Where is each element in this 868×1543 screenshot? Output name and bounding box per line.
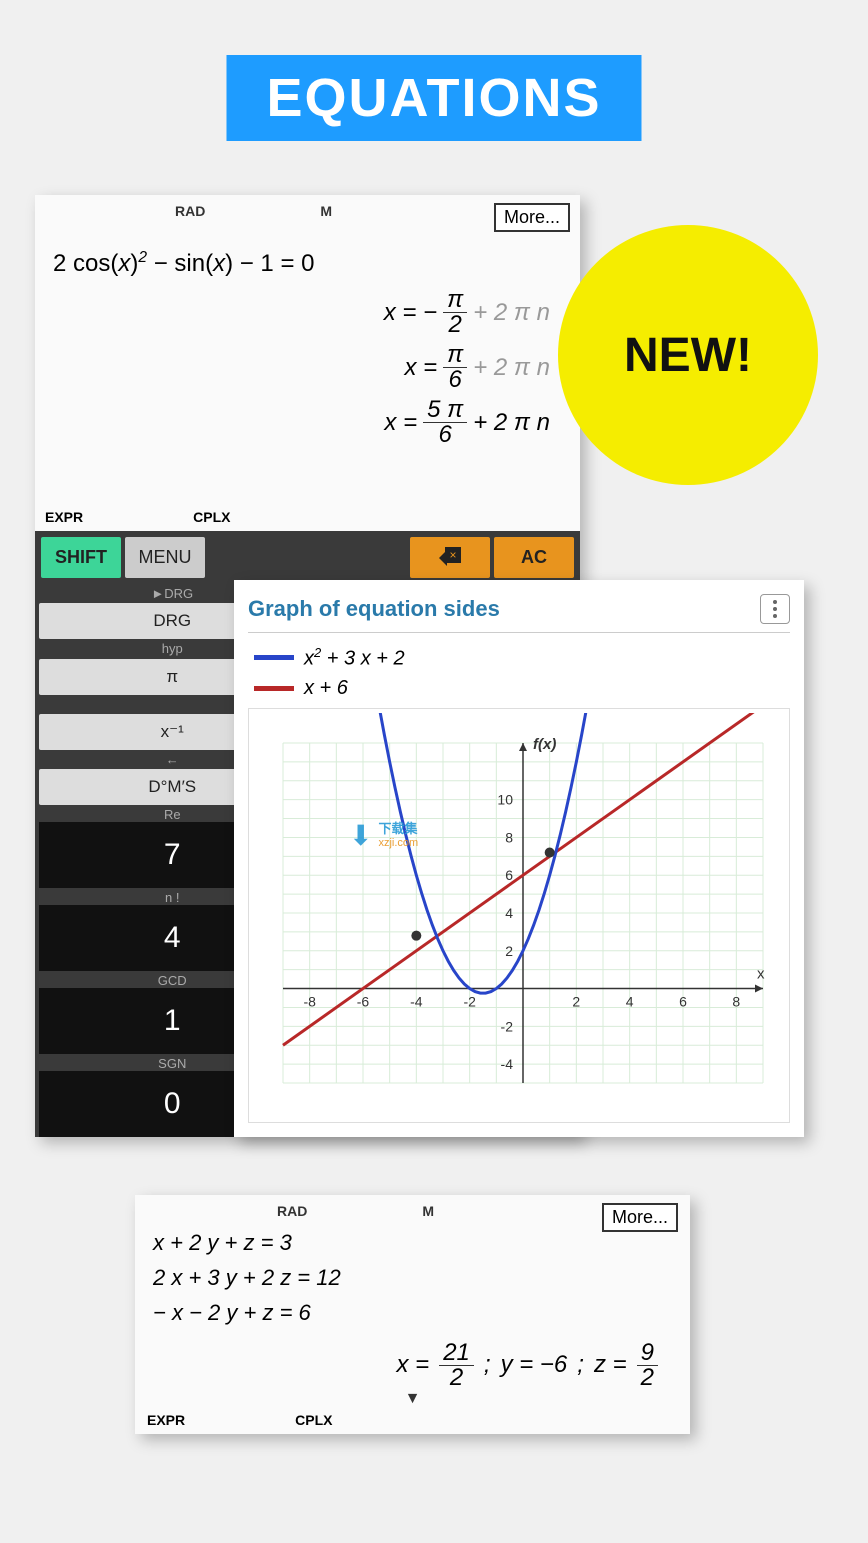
status-row: RAD M [45, 203, 570, 219]
svg-text:8: 8 [505, 829, 513, 845]
graph-svg: -8 -6 -4 -2 2 4 6 8 -4 -2 2 4 6 8 10 x f(x) [253, 713, 793, 1113]
svg-text:4: 4 [626, 993, 634, 1009]
sys-status-m: M [422, 1203, 434, 1219]
mode-cplx: CPLX [193, 509, 230, 525]
status-m: M [320, 203, 332, 219]
graph-panel: Graph of equation sides x2 + 3 x + 2 x + … [234, 580, 804, 1137]
graph-menu-button[interactable] [760, 594, 790, 624]
backspace-icon [439, 550, 461, 566]
menu-button[interactable]: MENU [125, 537, 205, 578]
svg-text:-8: -8 [303, 993, 316, 1009]
sys-mode-expr: EXPR [147, 1412, 185, 1428]
more-button[interactable]: More... [494, 203, 570, 232]
shift-button[interactable]: SHIFT [41, 537, 121, 578]
legend-item: x2 + 3 x + 2 [254, 645, 790, 671]
watermark: ⬇ 下载集xzji.com [349, 819, 418, 852]
system-result: x = 212; y = −6; z = 92 [147, 1341, 678, 1390]
svg-text:6: 6 [679, 993, 687, 1009]
ac-button[interactable]: AC [494, 537, 574, 578]
dropdown-icon[interactable]: ▼ [147, 1390, 678, 1408]
svg-text:6: 6 [505, 867, 513, 883]
download-icon: ⬇ [349, 819, 372, 852]
legend-item: x + 6 [254, 677, 790, 700]
sys-status-row: RAD M [147, 1203, 678, 1219]
sys-mode-cplx: CPLX [295, 1412, 332, 1428]
svg-text:2: 2 [572, 993, 580, 1009]
equation-input: 2 cos(x)2 − sin(x) − 1 = 0 [53, 249, 570, 278]
svg-text:-4: -4 [410, 993, 423, 1009]
svg-text:-6: -6 [357, 993, 370, 1009]
graph-legend: x2 + 3 x + 2 x + 6 [248, 645, 790, 700]
status-rad: RAD [175, 203, 205, 219]
mode-expr: EXPR [45, 509, 83, 525]
calc-display: RAD M More... 2 cos(x)2 − sin(x) − 1 = 0… [35, 195, 580, 505]
page-title: EQUATIONS [226, 55, 641, 141]
sys-status-rad: RAD [277, 1203, 307, 1219]
mode-row: EXPR CPLX [35, 505, 580, 531]
svg-text:2: 2 [505, 942, 513, 958]
graph-area: ⬇ 下载集xzji.com -8 -6 -4 -2 2 4 6 8 -4 -2 2 4 6 8 10 x f(x… [248, 708, 790, 1123]
svg-text:-4: -4 [501, 1056, 514, 1072]
svg-text:x: x [757, 965, 765, 982]
svg-text:8: 8 [732, 993, 740, 1009]
sys-more-button[interactable]: More... [602, 1203, 678, 1232]
svg-text:-2: -2 [463, 993, 476, 1009]
backspace-button[interactable] [410, 537, 490, 578]
system-equations: x + 2 y + z = 32 x + 3 y + 2 z = 12− x −… [153, 1225, 678, 1331]
system-panel: RAD M More... x + 2 y + z = 32 x + 3 y +… [135, 1195, 690, 1434]
solutions: x = −π2 + 2 π nx = π6 + 2 π nx = 5 π6 + … [45, 288, 570, 447]
graph-title: Graph of equation sides [248, 596, 500, 622]
sys-mode-row: EXPR CPLX [147, 1408, 678, 1428]
svg-text:10: 10 [497, 791, 513, 807]
new-badge: NEW! [558, 225, 818, 485]
svg-text:f(x): f(x) [533, 736, 556, 753]
svg-text:4: 4 [505, 905, 513, 921]
svg-text:-2: -2 [501, 1018, 514, 1034]
